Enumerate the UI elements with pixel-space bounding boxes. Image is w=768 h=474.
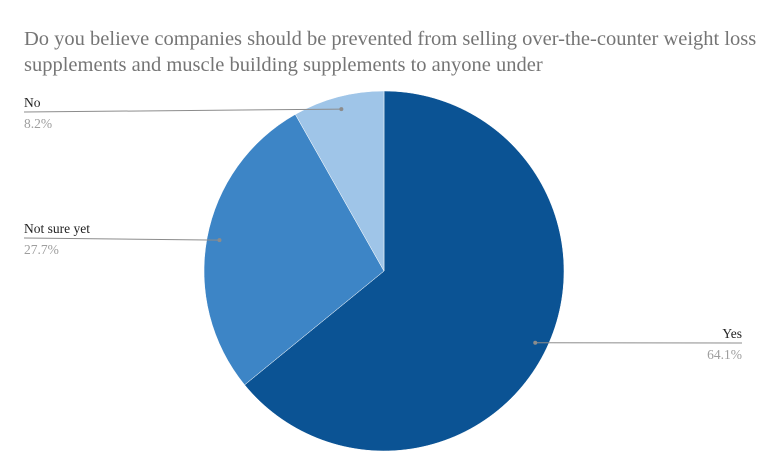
pie-slice-yes <box>244 90 565 452</box>
leader-dot-not-sure-yet <box>217 238 222 243</box>
leader-line-not-sure-yet <box>23 237 220 241</box>
leader-dot-no <box>339 107 344 112</box>
leader-line-no <box>23 108 342 113</box>
pie-slices <box>203 90 565 452</box>
slice-labels: Yes 64.1% Not sure yet 27.7% No 8.2% <box>24 95 742 362</box>
leader-lines <box>23 107 743 345</box>
slice-percent-yes: 64.1% <box>707 347 742 362</box>
leader-dot-yes <box>533 340 538 345</box>
slice-label-yes: Yes <box>722 326 742 341</box>
pie-slice-no <box>294 90 385 272</box>
slice-label-not-sure-yet: Not sure yet <box>24 221 90 236</box>
pie-slice-not-sure-yet <box>203 114 385 386</box>
slice-label-no: No <box>24 95 41 110</box>
slice-percent-not-sure-yet: 27.7% <box>24 242 59 257</box>
chart-title: Do you believe companies should be preve… <box>24 28 757 76</box>
slice-percent-no: 8.2% <box>24 116 52 131</box>
